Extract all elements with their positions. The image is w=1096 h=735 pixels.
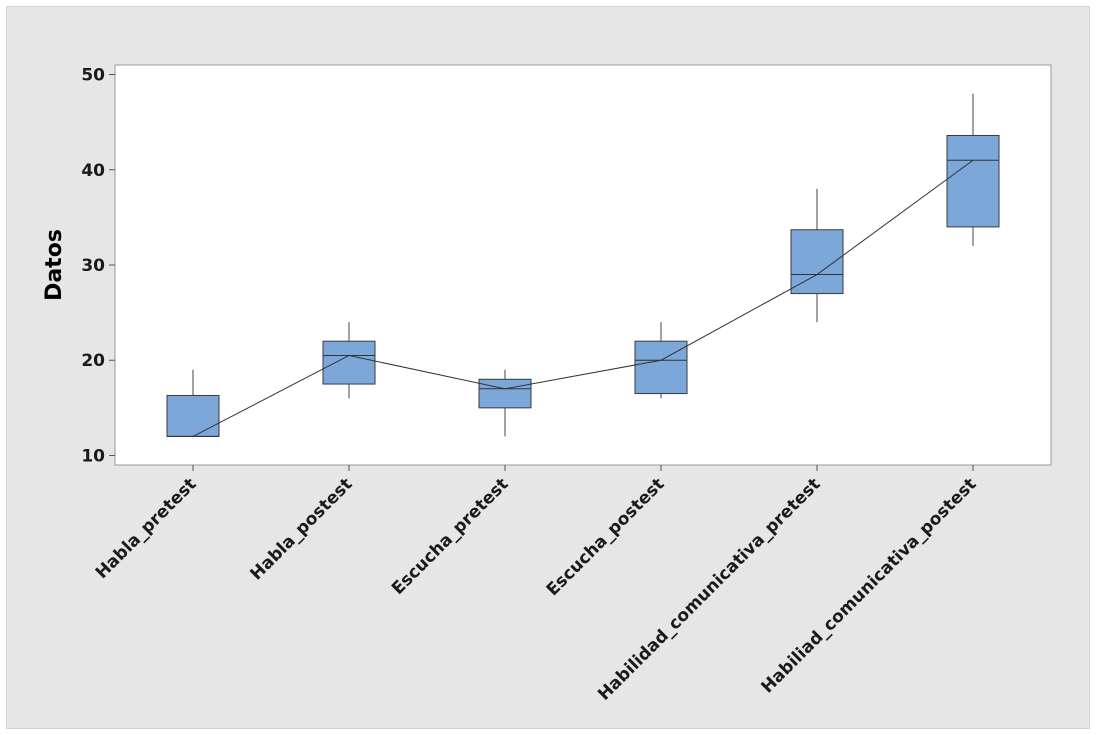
x-tick-label: Habla_postest	[247, 474, 357, 584]
y-tick-label: 10	[81, 446, 105, 466]
chart-figure: 10 20 30 40 50 Habla_pretest Habla_postest Esc…	[6, 6, 1090, 729]
median-connect-line	[192, 159, 974, 437]
y-tick-label: 50	[81, 66, 105, 86]
box-plot	[946, 93, 1000, 246]
iqr-box	[478, 378, 532, 409]
y-tick-label: 20	[81, 351, 105, 371]
plot-area	[114, 64, 1052, 466]
y-axis-title: Datos	[42, 229, 67, 301]
box-plot	[478, 369, 532, 437]
iqr-box	[634, 340, 688, 395]
chart-canvas: 10 20 30 40 50 Habla_pretest Habla_postest Esc…	[42, 64, 1052, 705]
x-tick-label: Escucha_postest	[543, 474, 669, 600]
x-axis: Habla_pretest Habla_postest Escucha_pretes…	[92, 465, 981, 705]
iqr-box	[322, 340, 376, 385]
iqr-box	[946, 134, 1000, 228]
box-plot	[322, 322, 376, 399]
x-tick-label: Habla_pretest	[92, 474, 201, 583]
x-tick-label: Escucha_pretest	[388, 474, 512, 598]
y-tick-label: 40	[81, 161, 105, 181]
iqr-box	[166, 394, 220, 437]
y-axis: 10 20 30 40 50	[81, 66, 115, 466]
y-tick-label: 30	[81, 256, 105, 276]
